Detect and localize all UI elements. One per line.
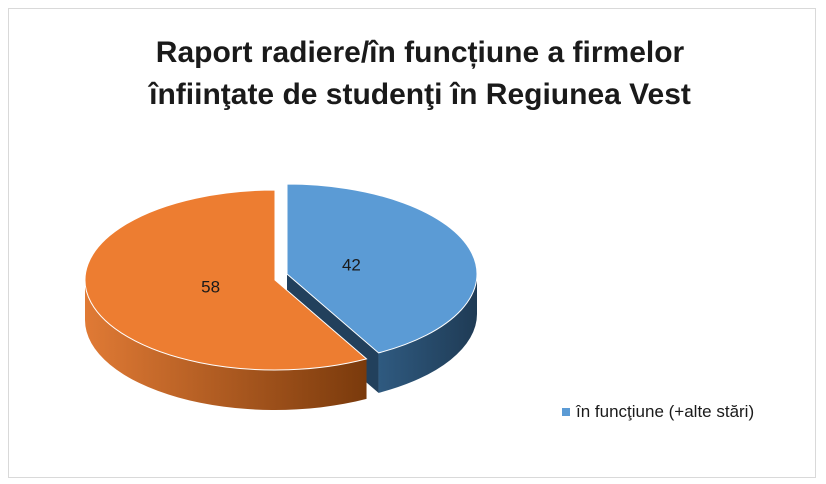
pie-slice (84, 189, 368, 411)
chart-title: Raport radiere/în funcțiune a firmelor î… (149, 36, 691, 111)
slice-side (85, 280, 367, 411)
slice-top (286, 183, 478, 354)
data-label: 42 (342, 256, 361, 275)
legend-item: în funcţiune (+alte stări) (562, 400, 802, 424)
slice-side (378, 274, 477, 393)
legend: în funcţiune (+alte stări) (562, 400, 802, 424)
legend-label: în funcţiune (+alte stări) (576, 402, 755, 421)
data-label: 58 (201, 277, 220, 296)
slice-top (84, 189, 368, 371)
legend-swatch (562, 408, 570, 416)
chart-border (8, 8, 816, 478)
